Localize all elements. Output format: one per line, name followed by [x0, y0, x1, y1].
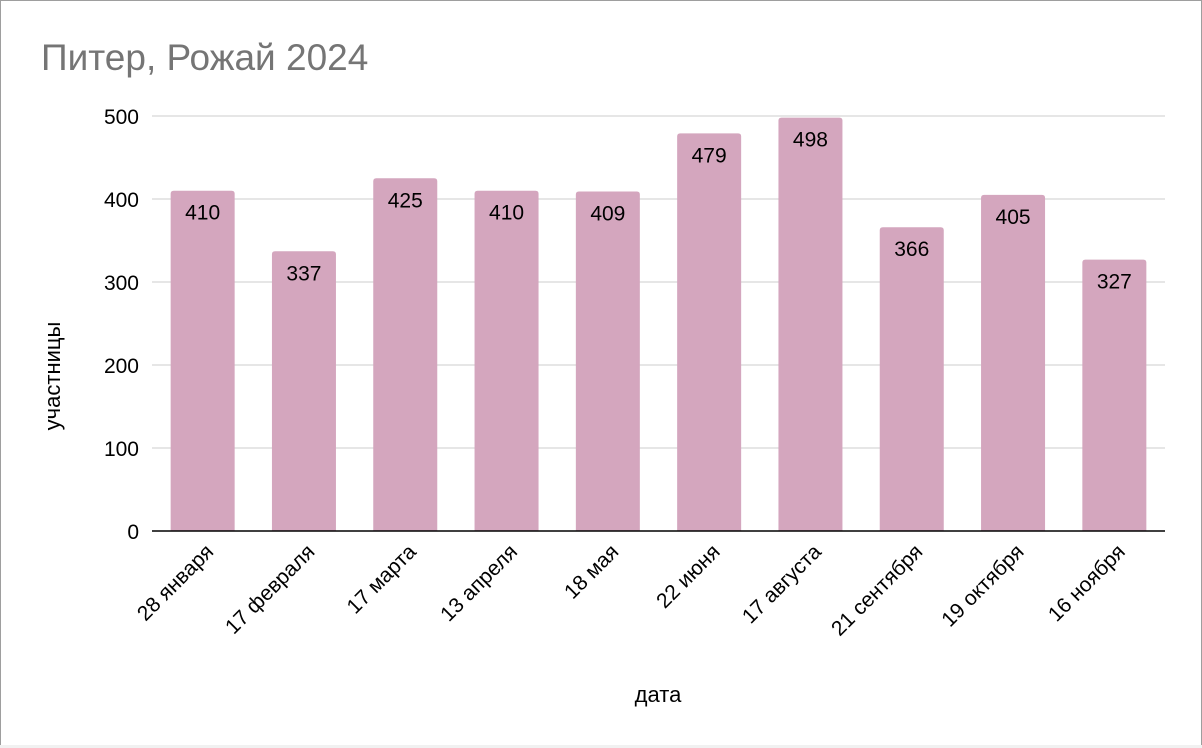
- x-tick-label: 21 сентября: [827, 540, 927, 640]
- x-tick-label: 18 мая: [560, 540, 623, 603]
- x-tick-label: 17 марта: [343, 540, 421, 618]
- bar: [170, 190, 235, 531]
- x-tick-label: 16 ноября: [1044, 540, 1130, 626]
- data-label: 498: [793, 129, 828, 152]
- chart-title: Питер, Рожай 2024: [41, 37, 369, 78]
- data-label: 327: [1097, 271, 1132, 294]
- x-tick-label: 13 апреля: [436, 540, 522, 626]
- data-label: 409: [590, 203, 625, 226]
- x-tick-label: 17 августа: [738, 540, 826, 628]
- y-tick-label: 400: [104, 189, 139, 212]
- x-tick-label: 28 января: [133, 540, 218, 625]
- data-label: 405: [996, 206, 1031, 229]
- bar: [474, 190, 539, 531]
- x-tick-label: 19 октября: [937, 540, 1028, 631]
- x-tick-label: 22 июня: [652, 540, 725, 613]
- y-tick-label: 500: [104, 106, 139, 129]
- y-tick-label: 0: [127, 521, 139, 544]
- bottom-strip: [0, 745, 1202, 748]
- bar: [879, 227, 944, 531]
- y-tick-label: 300: [104, 272, 139, 295]
- bar: [575, 191, 640, 531]
- y-axis-title: участницы: [40, 321, 65, 431]
- bar: [1082, 259, 1147, 531]
- bar: [373, 178, 438, 531]
- bar: [778, 117, 843, 531]
- data-label: 410: [489, 202, 524, 225]
- data-label: 337: [286, 262, 321, 285]
- x-axis-title: дата: [634, 682, 682, 707]
- data-label: 366: [894, 238, 929, 261]
- x-tick-label: 17 февраля: [221, 540, 319, 638]
- y-tick-label: 100: [104, 438, 139, 461]
- data-label: 479: [692, 144, 727, 167]
- y-tick-label: 200: [104, 355, 139, 378]
- bar: [677, 133, 742, 531]
- bar: [271, 251, 336, 532]
- bar: [981, 194, 1046, 531]
- data-label: 425: [388, 189, 423, 212]
- data-label: 410: [185, 202, 220, 225]
